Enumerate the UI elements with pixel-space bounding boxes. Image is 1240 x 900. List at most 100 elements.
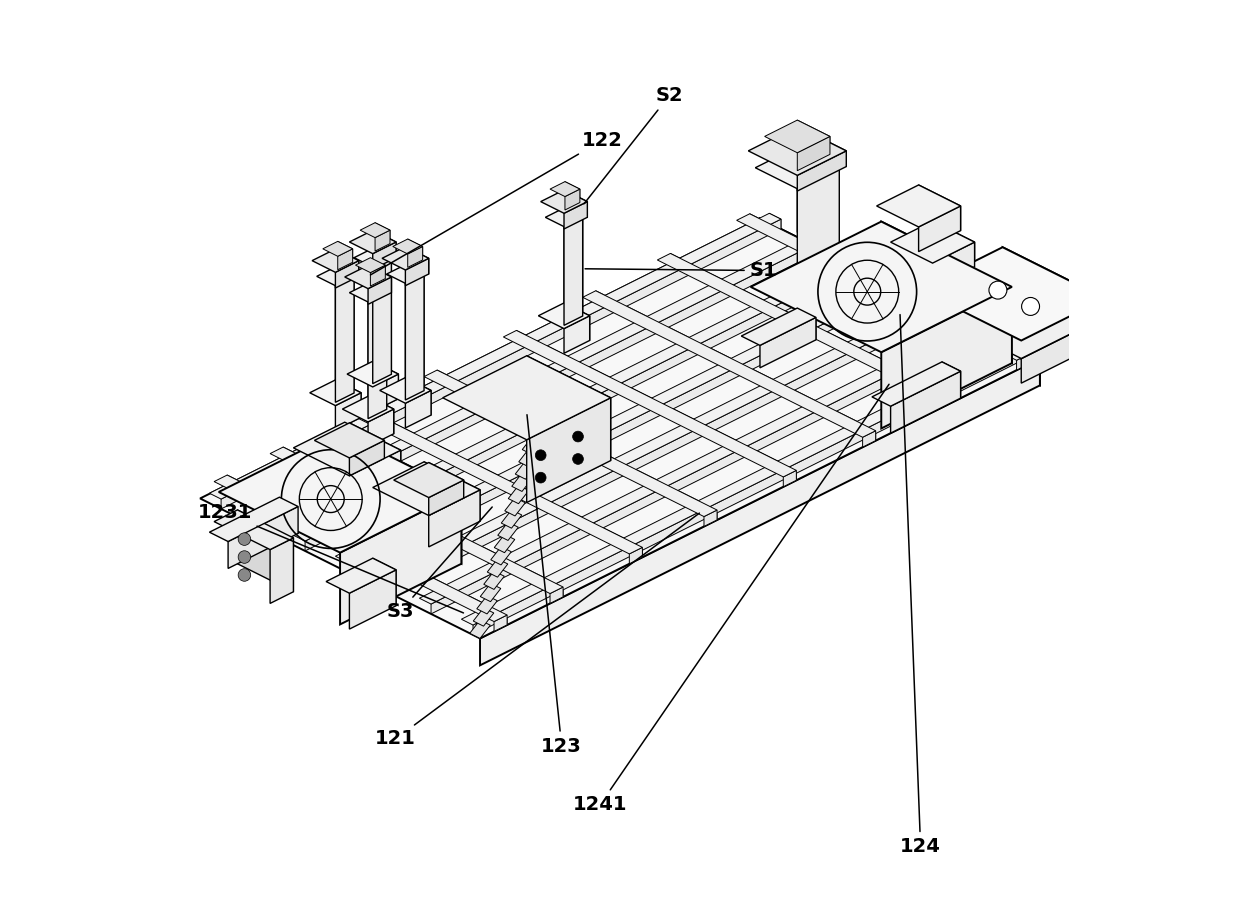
Polygon shape <box>371 266 386 286</box>
Polygon shape <box>394 463 464 498</box>
Polygon shape <box>252 234 823 520</box>
Polygon shape <box>350 423 384 458</box>
Polygon shape <box>518 448 539 467</box>
Polygon shape <box>374 230 391 251</box>
Polygon shape <box>373 361 398 399</box>
Polygon shape <box>294 256 866 541</box>
Polygon shape <box>429 480 464 516</box>
Polygon shape <box>432 324 991 614</box>
Polygon shape <box>373 242 396 269</box>
Polygon shape <box>797 147 839 253</box>
Polygon shape <box>335 380 361 418</box>
Polygon shape <box>210 497 298 542</box>
Text: S2: S2 <box>584 86 683 203</box>
Polygon shape <box>742 308 816 346</box>
Polygon shape <box>1003 248 1105 317</box>
Polygon shape <box>583 291 875 437</box>
Polygon shape <box>1022 299 1105 358</box>
Polygon shape <box>350 284 387 302</box>
Polygon shape <box>312 249 358 273</box>
Text: S1: S1 <box>585 261 777 280</box>
Polygon shape <box>345 422 401 482</box>
Polygon shape <box>342 396 394 422</box>
Polygon shape <box>1022 317 1105 383</box>
Polygon shape <box>374 222 391 244</box>
Polygon shape <box>905 258 988 301</box>
Circle shape <box>238 533 250 545</box>
Polygon shape <box>315 423 384 458</box>
Text: S3: S3 <box>387 507 492 621</box>
Polygon shape <box>373 248 392 374</box>
Polygon shape <box>347 282 906 572</box>
Polygon shape <box>942 362 961 398</box>
Polygon shape <box>340 492 461 625</box>
Polygon shape <box>408 239 423 260</box>
Polygon shape <box>546 208 583 227</box>
Polygon shape <box>882 287 1012 428</box>
Polygon shape <box>932 242 975 288</box>
Polygon shape <box>491 546 511 565</box>
Polygon shape <box>565 189 580 210</box>
Polygon shape <box>322 241 352 256</box>
Polygon shape <box>377 297 949 583</box>
Text: 1231: 1231 <box>198 503 464 613</box>
Polygon shape <box>863 431 875 447</box>
Polygon shape <box>228 507 298 569</box>
Polygon shape <box>472 345 1033 634</box>
Polygon shape <box>980 319 991 334</box>
Polygon shape <box>316 267 355 285</box>
Polygon shape <box>755 147 839 189</box>
Polygon shape <box>564 190 588 217</box>
Polygon shape <box>335 276 906 562</box>
Text: 122: 122 <box>371 131 622 274</box>
Polygon shape <box>347 361 398 387</box>
Polygon shape <box>895 276 906 292</box>
Polygon shape <box>551 182 580 196</box>
Polygon shape <box>337 248 352 270</box>
Polygon shape <box>595 291 875 441</box>
Polygon shape <box>497 522 518 540</box>
Polygon shape <box>405 378 432 415</box>
Polygon shape <box>335 276 355 402</box>
Polygon shape <box>882 221 1012 363</box>
Polygon shape <box>516 461 536 479</box>
Polygon shape <box>371 257 386 279</box>
Polygon shape <box>503 330 796 477</box>
Polygon shape <box>919 266 1105 358</box>
Polygon shape <box>326 558 396 593</box>
Polygon shape <box>480 583 501 602</box>
Polygon shape <box>750 221 1012 352</box>
Polygon shape <box>529 412 549 430</box>
Polygon shape <box>408 247 423 267</box>
Polygon shape <box>218 431 461 553</box>
Polygon shape <box>360 222 391 238</box>
Polygon shape <box>373 462 480 516</box>
Polygon shape <box>438 370 717 520</box>
Polygon shape <box>671 254 950 403</box>
Polygon shape <box>335 392 361 430</box>
Text: 1241: 1241 <box>573 384 889 814</box>
Polygon shape <box>551 587 563 603</box>
Polygon shape <box>345 266 392 289</box>
Polygon shape <box>564 217 583 325</box>
Polygon shape <box>760 219 1040 385</box>
Polygon shape <box>424 370 717 517</box>
Polygon shape <box>937 297 949 313</box>
Polygon shape <box>487 559 508 577</box>
Polygon shape <box>946 280 988 325</box>
Polygon shape <box>362 408 642 557</box>
Polygon shape <box>368 292 387 418</box>
Polygon shape <box>310 380 361 406</box>
Polygon shape <box>373 230 396 257</box>
Text: 123: 123 <box>527 415 582 756</box>
Polygon shape <box>769 213 781 229</box>
Polygon shape <box>890 371 961 433</box>
Polygon shape <box>494 615 507 632</box>
Polygon shape <box>350 230 396 254</box>
Polygon shape <box>657 254 950 400</box>
Polygon shape <box>368 266 392 292</box>
Polygon shape <box>340 431 461 563</box>
Polygon shape <box>227 475 507 625</box>
Polygon shape <box>476 596 497 614</box>
Polygon shape <box>797 151 846 191</box>
